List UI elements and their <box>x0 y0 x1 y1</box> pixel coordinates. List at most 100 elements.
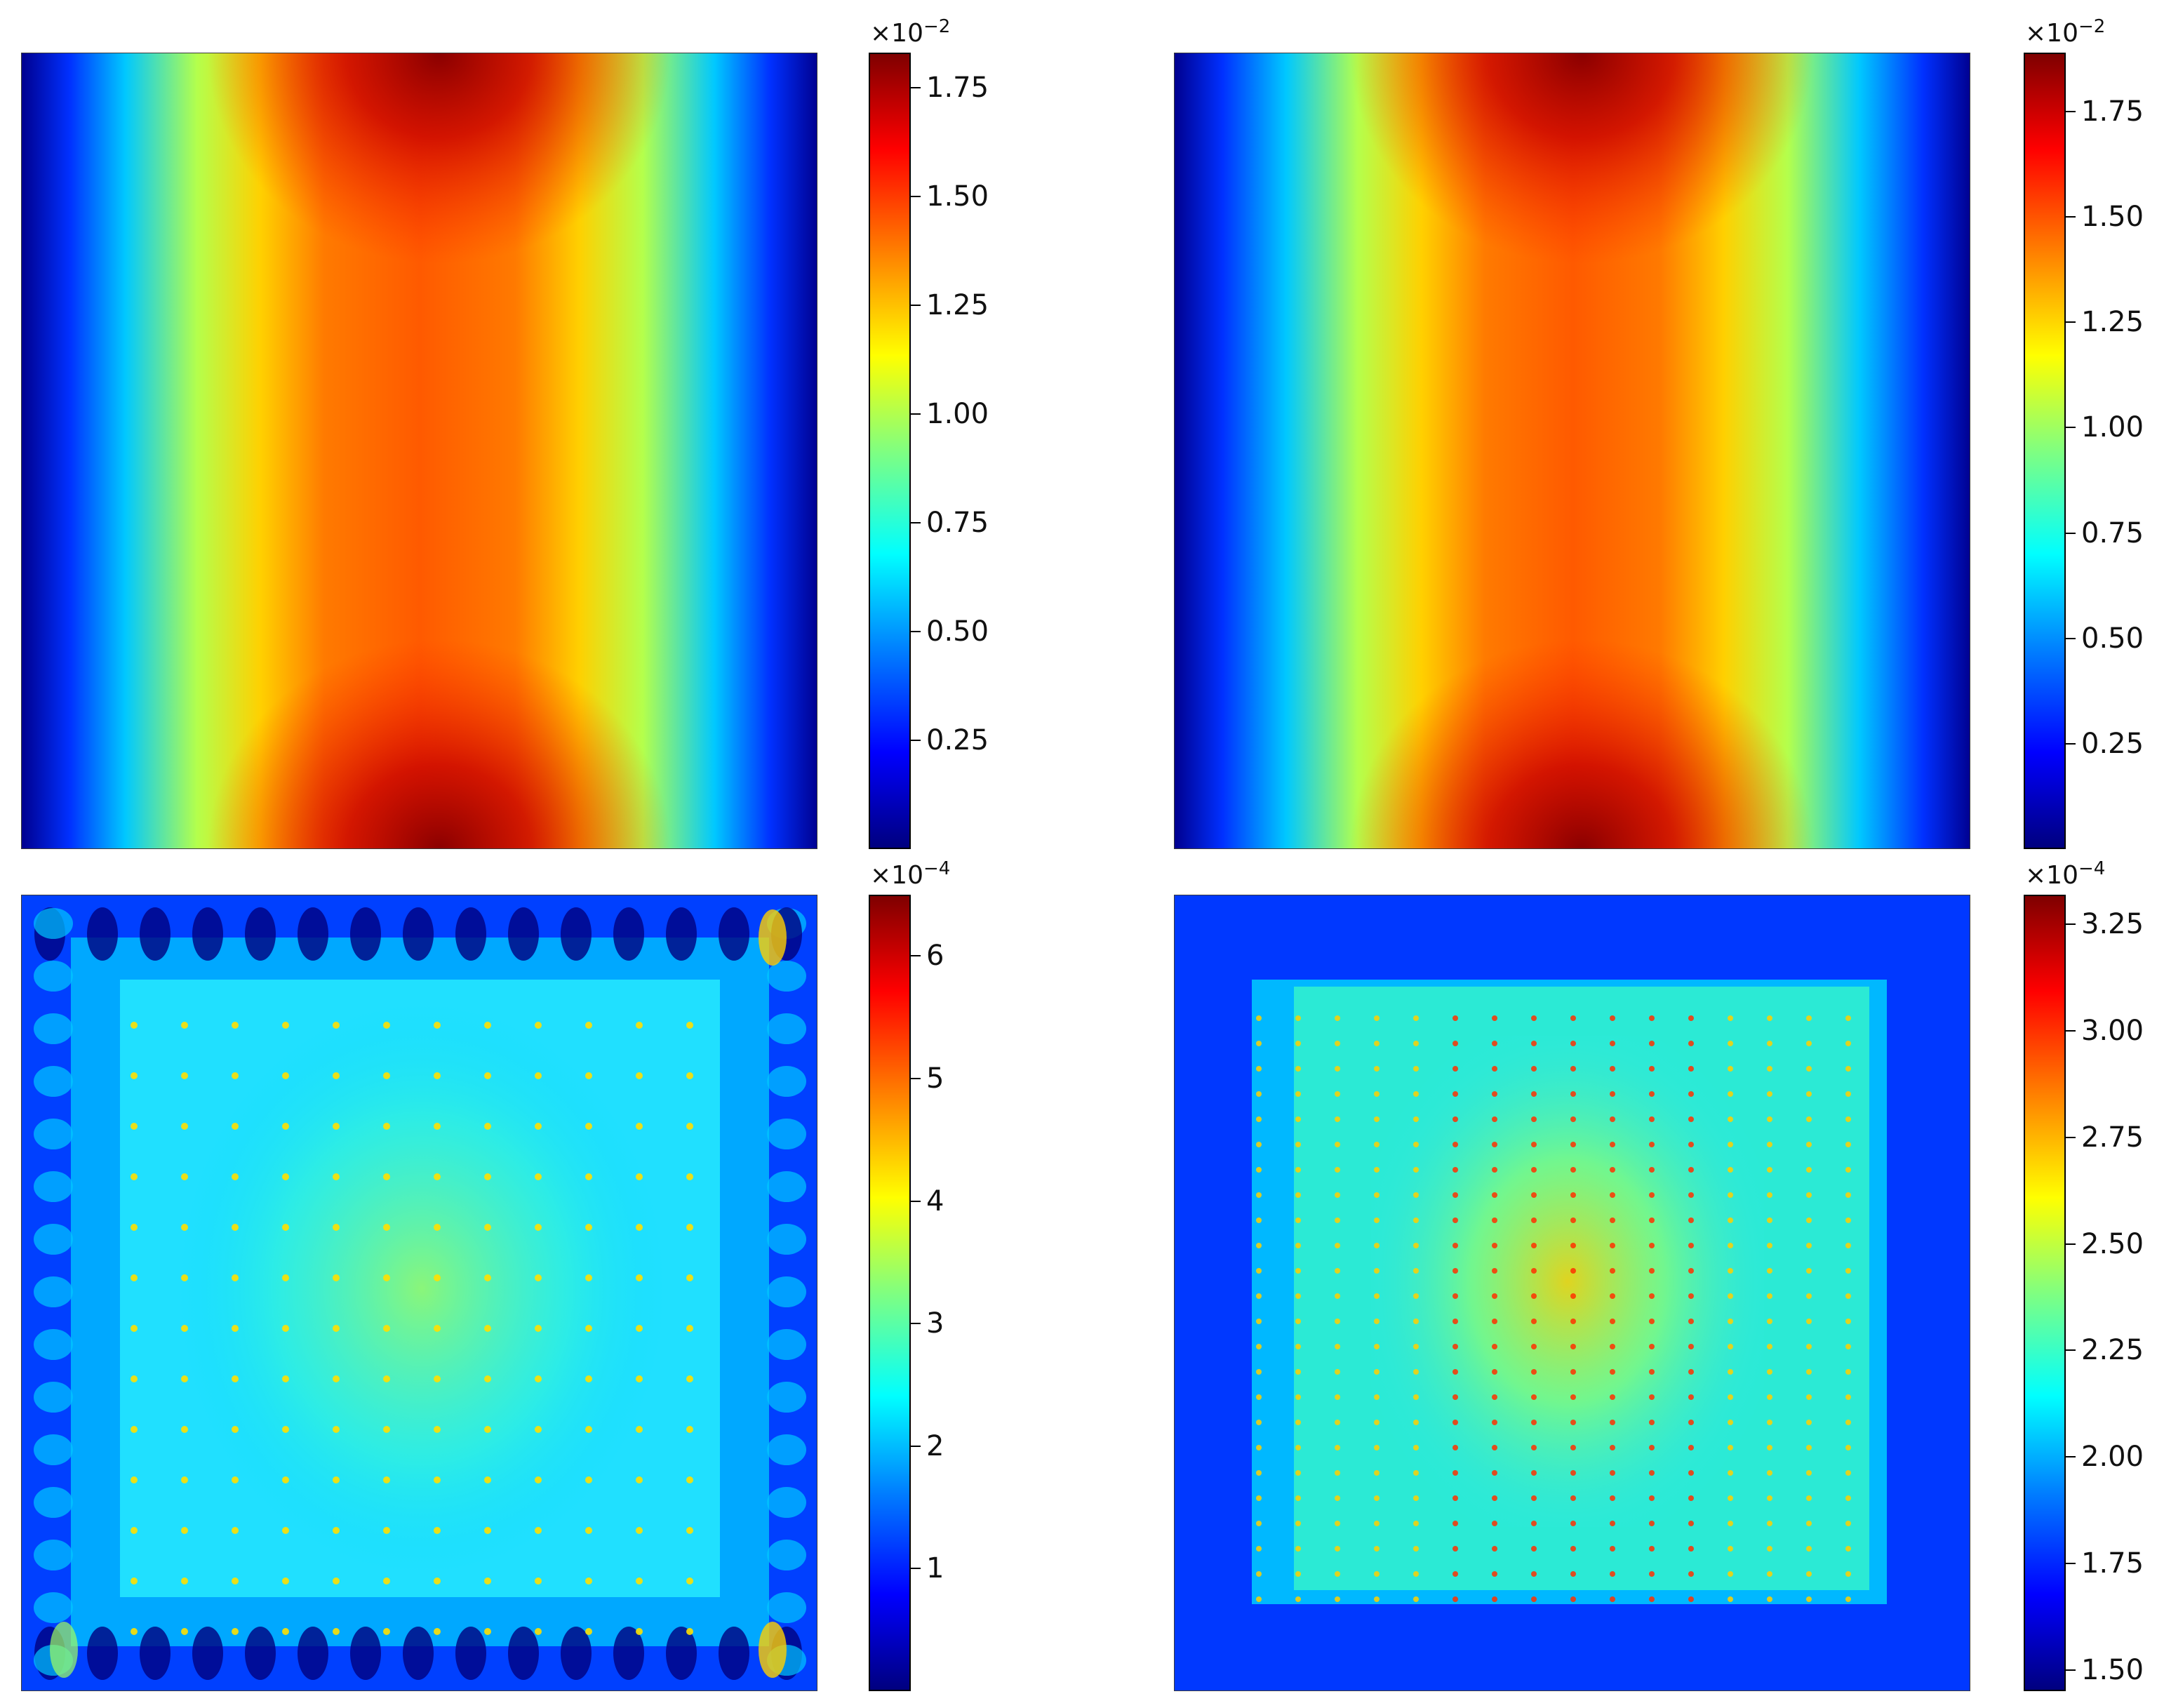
texture-blob <box>484 1123 491 1130</box>
texture-blob <box>1531 1293 1537 1299</box>
texture-blob <box>767 1119 806 1149</box>
colorbar-tick-label: 0.75 <box>2081 516 2144 549</box>
texture-blob <box>484 1173 491 1180</box>
texture-blob <box>34 1592 73 1623</box>
texture-blob <box>1570 1344 1576 1349</box>
texture-blob <box>1610 1268 1615 1274</box>
texture-blob <box>232 1123 239 1130</box>
texture-blob <box>1531 1217 1537 1223</box>
texture-blob <box>508 1627 539 1680</box>
texture-blob <box>1767 1596 1772 1602</box>
texture-blob <box>1806 1344 1812 1349</box>
texture-blob <box>1767 1192 1772 1198</box>
texture-blob <box>1413 1041 1419 1046</box>
texture-blob <box>1728 1369 1733 1375</box>
texture-blob <box>1452 1521 1458 1526</box>
texture-blob <box>232 1577 239 1584</box>
texture-blob <box>282 1577 289 1584</box>
colorbar-tick-label: 0.50 <box>2081 622 2144 655</box>
texture-blob <box>282 1274 289 1281</box>
texture-blob <box>1413 1116 1419 1122</box>
texture-blob <box>1688 1142 1694 1147</box>
colorbar-tick-label: 5 <box>926 1062 944 1095</box>
texture-blob <box>1649 1116 1655 1122</box>
colorbar-tick <box>2066 742 2076 745</box>
texture-blob <box>333 1123 340 1130</box>
texture-blob <box>1335 1369 1340 1375</box>
colorbar-tick <box>2066 637 2076 639</box>
texture-blob <box>131 1072 138 1079</box>
texture-blob <box>1570 1066 1576 1072</box>
texture-blob <box>181 1072 188 1079</box>
texture-blob <box>1492 1268 1497 1274</box>
texture-blob <box>767 1487 806 1518</box>
texture-blob <box>1335 1217 1340 1223</box>
texture-blob <box>383 1375 390 1382</box>
texture-blob <box>1767 1521 1772 1526</box>
texture-blob <box>1492 1041 1497 1046</box>
texture-blob <box>232 1325 239 1332</box>
colorbar-multiplier-top-right: ×10−2 <box>2025 16 2106 48</box>
texture-blob <box>636 1527 643 1534</box>
texture-blob <box>232 1072 239 1079</box>
colorbar-tick-label: 1.00 <box>2081 411 2144 444</box>
texture-blob <box>1767 1344 1772 1349</box>
texture-blob <box>484 1375 491 1382</box>
texture-blob <box>1688 1596 1694 1602</box>
texture-blob <box>1335 1319 1340 1324</box>
texture-blob <box>1452 1319 1458 1324</box>
texture-blob <box>1845 1293 1851 1299</box>
texture-blob <box>767 961 806 992</box>
texture-blob <box>1374 1268 1380 1274</box>
texture-blob <box>333 1577 340 1584</box>
texture-blob <box>232 1375 239 1382</box>
texture-blob <box>1610 1319 1615 1324</box>
texture-blob <box>1845 1066 1851 1072</box>
texture-blob <box>1374 1596 1380 1602</box>
texture-blob <box>1374 1142 1380 1147</box>
texture-blob <box>87 1627 118 1680</box>
texture-blob <box>686 1577 693 1584</box>
texture-blob <box>1610 1015 1615 1021</box>
colorbar-multiplier-bottom-left: ×10−4 <box>870 858 951 890</box>
texture-blob <box>1295 1445 1301 1450</box>
texture-blob <box>1531 1546 1537 1552</box>
texture-blob <box>636 1577 643 1584</box>
texture-blob <box>1492 1495 1497 1501</box>
colorbar-tick <box>911 955 921 957</box>
texture-blob <box>1570 1571 1576 1577</box>
texture-blob <box>1728 1420 1733 1425</box>
colorbar-tick-label: 3.00 <box>2081 1015 2144 1048</box>
texture-blob <box>1649 1319 1655 1324</box>
texture-blob <box>383 1527 390 1534</box>
texture-blob <box>1767 1394 1772 1400</box>
texture-blob <box>333 1426 340 1433</box>
texture-blob <box>1295 1293 1301 1299</box>
colorbar-tick <box>911 304 921 306</box>
texture-blob <box>1806 1217 1812 1223</box>
texture-blob <box>1610 1495 1615 1501</box>
texture-blob <box>1452 1243 1458 1248</box>
texture-blob <box>434 1224 441 1231</box>
texture-blob <box>1413 1546 1419 1552</box>
texture-blob <box>535 1173 542 1180</box>
texture-blob <box>535 1022 542 1029</box>
texture-blob <box>535 1426 542 1433</box>
texture-blob <box>34 1224 73 1255</box>
texture-blob <box>1845 1041 1851 1046</box>
texture-blob <box>1531 1470 1537 1476</box>
colorbar-multiplier-top-left: ×10−2 <box>870 16 951 48</box>
texture-blob <box>1806 1041 1812 1046</box>
texture-blob <box>232 1527 239 1534</box>
texture-blob <box>1492 1142 1497 1147</box>
texture-blob <box>686 1325 693 1332</box>
texture-blob <box>1570 1369 1576 1375</box>
texture-blob <box>1728 1066 1733 1072</box>
texture-blob <box>1767 1445 1772 1450</box>
texture-blob <box>1335 1015 1340 1021</box>
texture-blob <box>181 1123 188 1130</box>
texture-blob <box>1649 1091 1655 1097</box>
texture-blob <box>1649 1445 1655 1450</box>
texture-blob <box>1767 1420 1772 1425</box>
colorbar-tick-label: 4 <box>926 1185 944 1217</box>
